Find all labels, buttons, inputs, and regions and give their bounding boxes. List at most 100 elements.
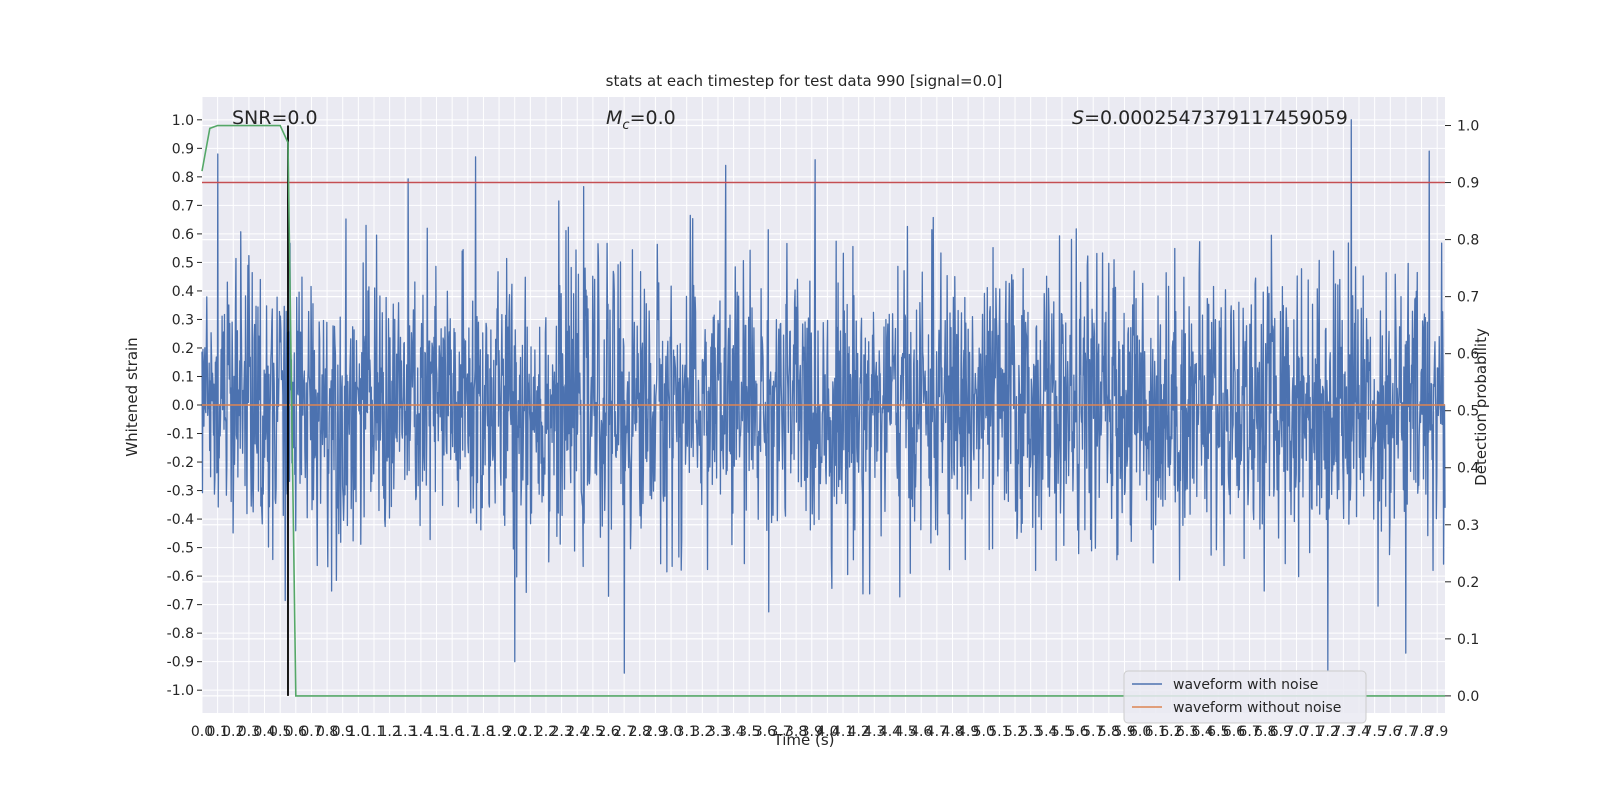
x-tick-label: 0.2 bbox=[222, 724, 244, 740]
y2-tick-label: 1.0 bbox=[1457, 119, 1479, 135]
x-tick-label: 0.4 bbox=[253, 724, 275, 740]
chirp-mass-symbol: M bbox=[606, 107, 622, 129]
y-tick-label: -0.5 bbox=[167, 541, 194, 557]
x-axis-label: Time (s) bbox=[773, 731, 835, 749]
y-tick-label: 0.8 bbox=[172, 170, 194, 186]
y-tick-label: -0.6 bbox=[167, 569, 194, 585]
x-tick-label: 0.6 bbox=[285, 724, 307, 740]
x-tick-label: 7.5 bbox=[1364, 724, 1386, 740]
x-tick-label: 5.9 bbox=[1113, 724, 1135, 740]
x-tick-label: 3.2 bbox=[691, 724, 713, 740]
x-tick-label: 7.3 bbox=[1332, 724, 1354, 740]
x-tick-label: 4.6 bbox=[910, 724, 932, 740]
x-tick-label: 6.7 bbox=[1238, 724, 1260, 740]
y2-tick-label: 0.7 bbox=[1457, 290, 1479, 306]
y-tick-label: 0.4 bbox=[172, 284, 194, 300]
x-tick-label: 5.7 bbox=[1082, 724, 1104, 740]
chart-title: stats at each timestep for test data 990… bbox=[606, 72, 1003, 90]
x-tick-label: 1.6 bbox=[441, 724, 463, 740]
x-tick-label: 1.5 bbox=[425, 724, 447, 740]
x-tick-label: 3.6 bbox=[754, 724, 776, 740]
y-tick-label: -0.3 bbox=[167, 484, 194, 500]
x-tick-label: 4.5 bbox=[894, 724, 916, 740]
x-tick-label: 3.1 bbox=[676, 724, 698, 740]
y-tick-label: 0.1 bbox=[172, 369, 194, 385]
x-tick-label: 4.1 bbox=[832, 724, 854, 740]
legend-box bbox=[1123, 670, 1367, 724]
x-tick-label: 4.3 bbox=[863, 724, 885, 740]
x-tick-label: 7.8 bbox=[1410, 724, 1432, 740]
x-axis-ticks: 0.00.10.20.30.40.50.60.70.80.91.01.11.21… bbox=[191, 724, 1448, 740]
statistic-symbol: S bbox=[1072, 107, 1084, 129]
x-tick-label: 1.8 bbox=[472, 724, 494, 740]
y2-tick-label: 0.1 bbox=[1457, 632, 1479, 648]
x-tick-label: 7.0 bbox=[1285, 724, 1307, 740]
x-tick-label: 5.5 bbox=[1051, 724, 1073, 740]
y-tick-label: 1.0 bbox=[172, 113, 194, 129]
x-tick-label: 5.1 bbox=[988, 724, 1010, 740]
x-tick-label: 2.8 bbox=[629, 724, 651, 740]
x-tick-label: 5.2 bbox=[1004, 724, 1026, 740]
x-tick-label: 0.1 bbox=[207, 724, 229, 740]
y2-tick-label: 0.8 bbox=[1457, 233, 1479, 249]
x-tick-label: 0.8 bbox=[316, 724, 338, 740]
x-tick-label: 0.7 bbox=[300, 724, 322, 740]
x-tick-label: 1.9 bbox=[488, 724, 510, 740]
y2-tick-label: 0.3 bbox=[1457, 518, 1479, 534]
y2-tick-label: 0.5 bbox=[1457, 404, 1479, 420]
x-tick-label: 2.7 bbox=[613, 724, 635, 740]
y-tick-label: 0.0 bbox=[172, 398, 194, 414]
x-tick-label: 0.5 bbox=[269, 724, 291, 740]
x-tick-label: 0.0 bbox=[191, 724, 213, 740]
left-axis-ticks: 1.0 0.9 0.8 0.7 0.6 0.5 0.4 0.3 0.2 0.1 0.0 -0.1 -0.… bbox=[167, 113, 202, 699]
y-tick-label: -0.8 bbox=[167, 626, 194, 642]
y-tick-label: -0.2 bbox=[167, 455, 194, 471]
chirp-mass-annotation: Mc=0.0 bbox=[606, 107, 676, 133]
x-tick-label: 4.0 bbox=[816, 724, 838, 740]
x-tick-label: 7.6 bbox=[1379, 724, 1401, 740]
y2-tick-label: 0.9 bbox=[1457, 176, 1479, 192]
x-tick-label: 4.9 bbox=[957, 724, 979, 740]
x-tick-label: 2.6 bbox=[597, 724, 619, 740]
x-tick-label: 2.3 bbox=[550, 724, 572, 740]
y-tick-label: -0.4 bbox=[167, 512, 194, 528]
x-tick-label: 2.0 bbox=[504, 724, 526, 740]
x-tick-label: 3.8 bbox=[785, 724, 807, 740]
y-tick-label: -1.0 bbox=[167, 683, 194, 699]
x-tick-label: 1.7 bbox=[457, 724, 479, 740]
chirp-mass-subscript: c bbox=[622, 118, 629, 133]
snr-statistic-annotation: S=0.0002547379117459059 bbox=[1072, 107, 1348, 129]
y-tick-label: -0.1 bbox=[167, 427, 194, 443]
y2-tick-label: 0.0 bbox=[1457, 689, 1479, 705]
waveform-with-noise-series bbox=[201, 119, 1446, 674]
y-tick-label: 0.6 bbox=[172, 227, 194, 243]
y-tick-label: -0.7 bbox=[167, 598, 194, 614]
x-tick-label: 6.0 bbox=[1129, 724, 1151, 740]
x-tick-label: 2.2 bbox=[535, 724, 557, 740]
statistic-value: =0.0002547379117459059 bbox=[1084, 107, 1348, 129]
x-tick-label: 2.9 bbox=[644, 724, 666, 740]
y2-axis-label: Detection probability bbox=[1472, 328, 1490, 486]
x-tick-label: 4.7 bbox=[926, 724, 948, 740]
x-tick-label: 2.4 bbox=[566, 724, 588, 740]
x-tick-label: 5.8 bbox=[1098, 724, 1120, 740]
x-tick-label: 5.4 bbox=[1035, 724, 1057, 740]
detection-probability-line bbox=[201, 124, 1445, 697]
x-tick-label: 4.2 bbox=[848, 724, 870, 740]
x-tick-label: 5.0 bbox=[973, 724, 995, 740]
x-tick-label: 3.5 bbox=[738, 724, 760, 740]
y-tick-label: 0.2 bbox=[172, 341, 194, 357]
x-tick-label: 6.2 bbox=[1160, 724, 1182, 740]
x-tick-label: 0.9 bbox=[332, 724, 354, 740]
x-tick-label: 3.9 bbox=[801, 724, 823, 740]
x-tick-label: 1.1 bbox=[363, 724, 385, 740]
x-tick-label: 6.9 bbox=[1270, 724, 1292, 740]
x-tick-label: 7.1 bbox=[1301, 724, 1323, 740]
x-tick-label: 5.6 bbox=[1066, 724, 1088, 740]
x-tick-label: 3.0 bbox=[660, 724, 682, 740]
x-tick-label: 0.3 bbox=[238, 724, 260, 740]
x-tick-label: 1.2 bbox=[378, 724, 400, 740]
waveform-with-noise-line bbox=[201, 119, 1446, 674]
y-tick-label: -0.9 bbox=[167, 655, 194, 671]
